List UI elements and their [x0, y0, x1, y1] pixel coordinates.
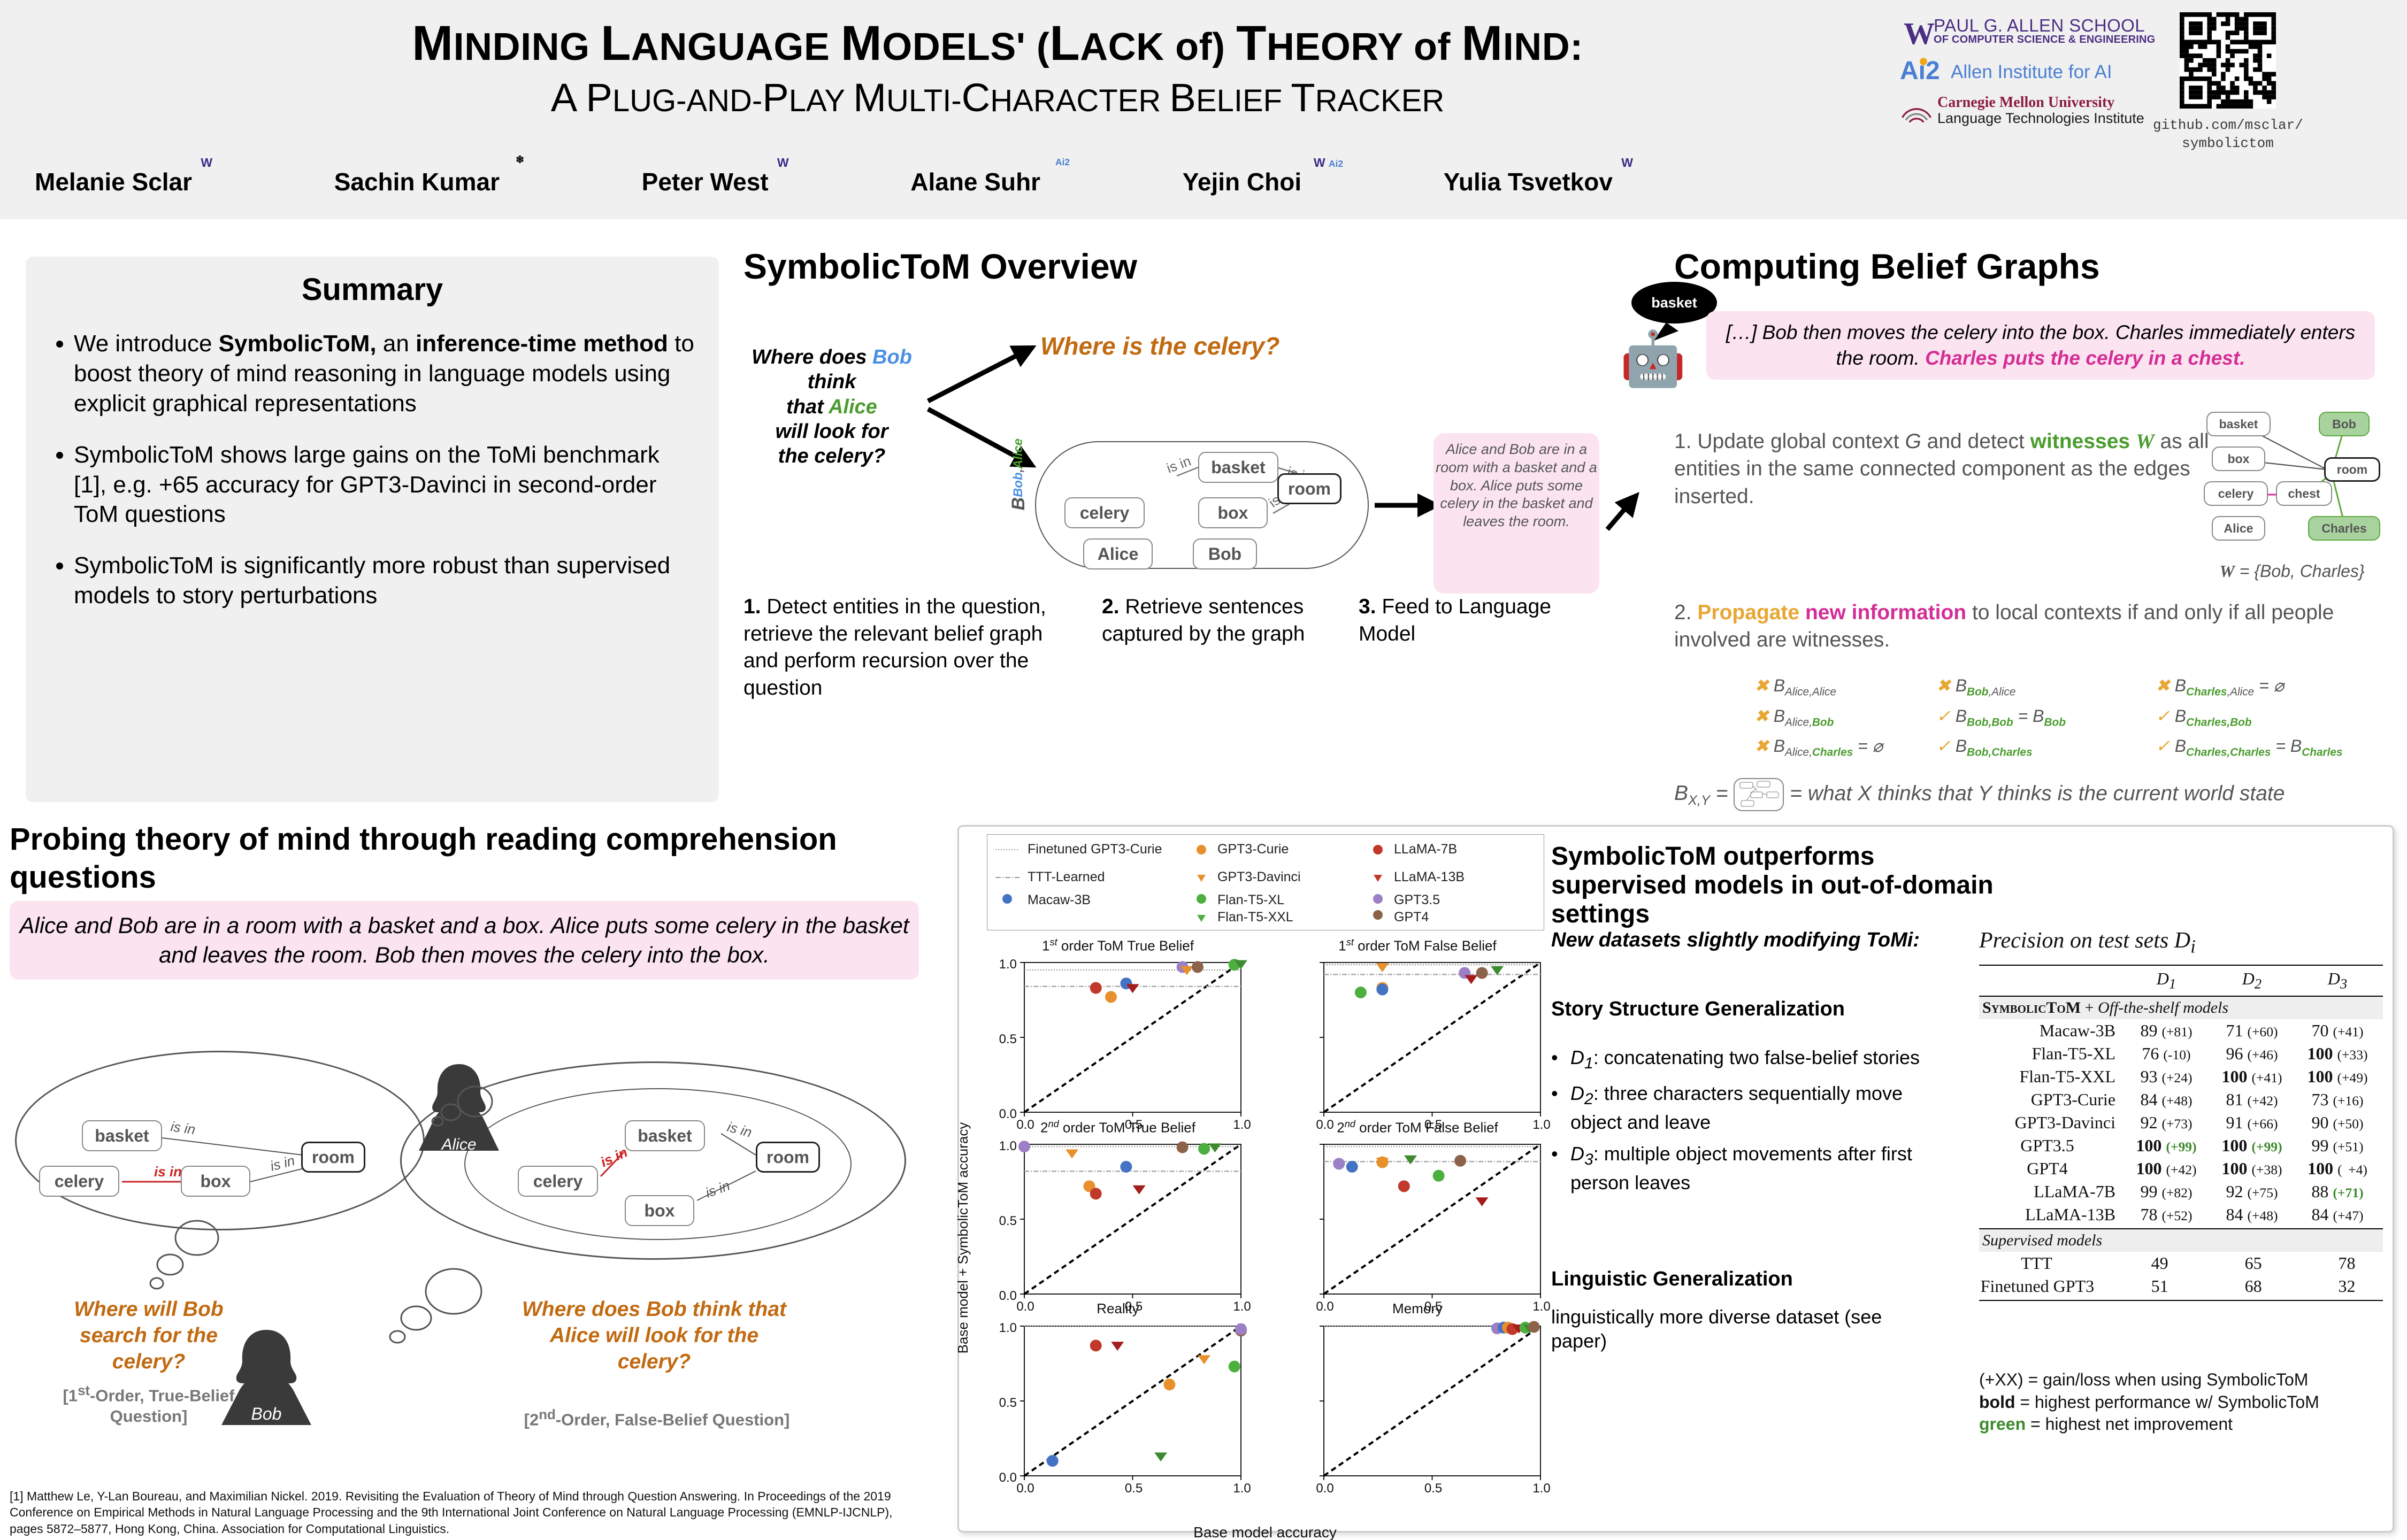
svg-text:Bob: Bob [251, 1404, 282, 1423]
